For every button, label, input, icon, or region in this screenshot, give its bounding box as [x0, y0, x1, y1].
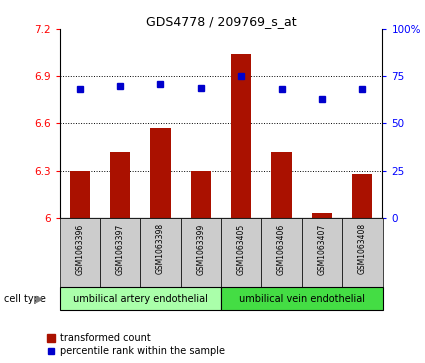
Text: GSM1063398: GSM1063398 [156, 223, 165, 274]
Text: umbilical artery endothelial: umbilical artery endothelial [73, 294, 208, 303]
Bar [60, 287, 221, 310]
Bar [60, 218, 100, 287]
Bar [150, 128, 170, 218]
Text: GSM1063397: GSM1063397 [116, 223, 125, 274]
Bar [70, 171, 90, 218]
Text: GSM1063406: GSM1063406 [277, 223, 286, 274]
Bar [221, 287, 382, 310]
Bar [100, 218, 140, 287]
Bar [221, 218, 261, 287]
Bar [261, 218, 302, 287]
Bar [231, 54, 251, 218]
Text: GSM1063408: GSM1063408 [358, 223, 367, 274]
Bar [110, 152, 130, 218]
Bar [140, 218, 181, 287]
Bar [181, 218, 221, 287]
Text: cell type: cell type [4, 294, 46, 303]
Bar [352, 174, 372, 218]
Bar [342, 218, 382, 287]
Text: GSM1063405: GSM1063405 [237, 223, 246, 274]
Bar [272, 152, 292, 218]
Bar [312, 213, 332, 218]
Text: GSM1063407: GSM1063407 [317, 223, 326, 274]
Text: GSM1063399: GSM1063399 [196, 223, 205, 274]
Bar [191, 171, 211, 218]
Text: GSM1063396: GSM1063396 [75, 223, 84, 274]
Legend: transformed count, percentile rank within the sample: transformed count, percentile rank withi… [47, 333, 225, 356]
Text: ▶: ▶ [36, 294, 44, 303]
Bar [302, 218, 342, 287]
Title: GDS4778 / 209769_s_at: GDS4778 / 209769_s_at [146, 15, 296, 28]
Text: umbilical vein endothelial: umbilical vein endothelial [239, 294, 365, 303]
